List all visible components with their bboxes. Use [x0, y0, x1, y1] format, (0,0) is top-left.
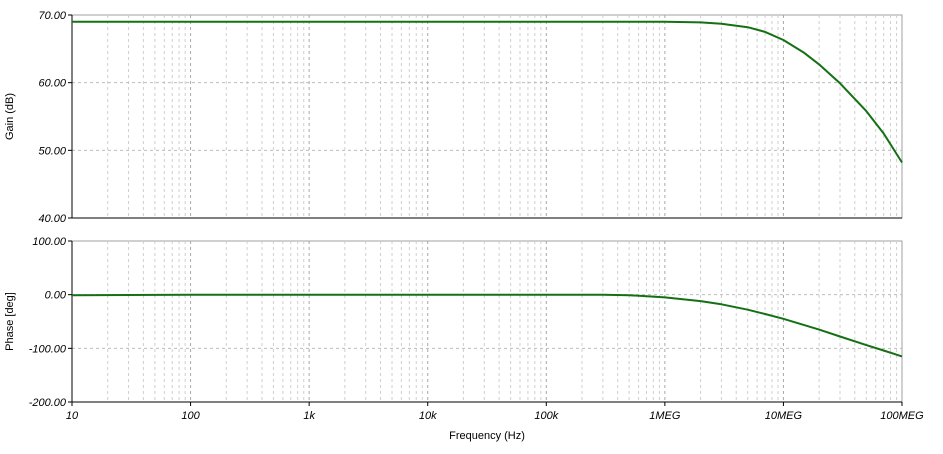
gain-ytick-label: 40.00 [38, 213, 66, 225]
gain-ylabel: Gain (dB) [4, 93, 16, 140]
phase-xtick-label: 1MEG [649, 410, 681, 422]
phase-xtick-label: 100MEG [880, 410, 924, 422]
gain-plot-area [71, 14, 903, 219]
phase-xtick-label: 1k [303, 410, 315, 422]
phase-xtick-label: 10MEG [765, 410, 803, 422]
phase-xtick-label: 10k [419, 410, 437, 422]
phase-xtick-label: 10 [66, 410, 79, 422]
phase-ytick-label: 0.00 [45, 290, 67, 302]
phase-series-line [71, 293, 903, 358]
gain-ytick-label: 70.00 [38, 10, 66, 22]
phase-ytick-label: -100.00 [29, 343, 67, 355]
phase-plot-area [71, 240, 903, 403]
phase-xlabel: Frequency (Hz) [449, 430, 525, 442]
phase-xtick-label: 100k [534, 410, 558, 422]
phase-xtick-label: 100 [181, 410, 200, 422]
phase-ytick-label: 100.00 [32, 236, 67, 248]
phase-ylabel: Phase [deg] [4, 292, 16, 351]
gain-ytick-label: 60.00 [38, 78, 66, 90]
phase-ytick-label: -200.00 [29, 397, 67, 409]
gain-series-line [72, 20, 903, 164]
gain-ytick-label: 50.00 [38, 145, 66, 157]
